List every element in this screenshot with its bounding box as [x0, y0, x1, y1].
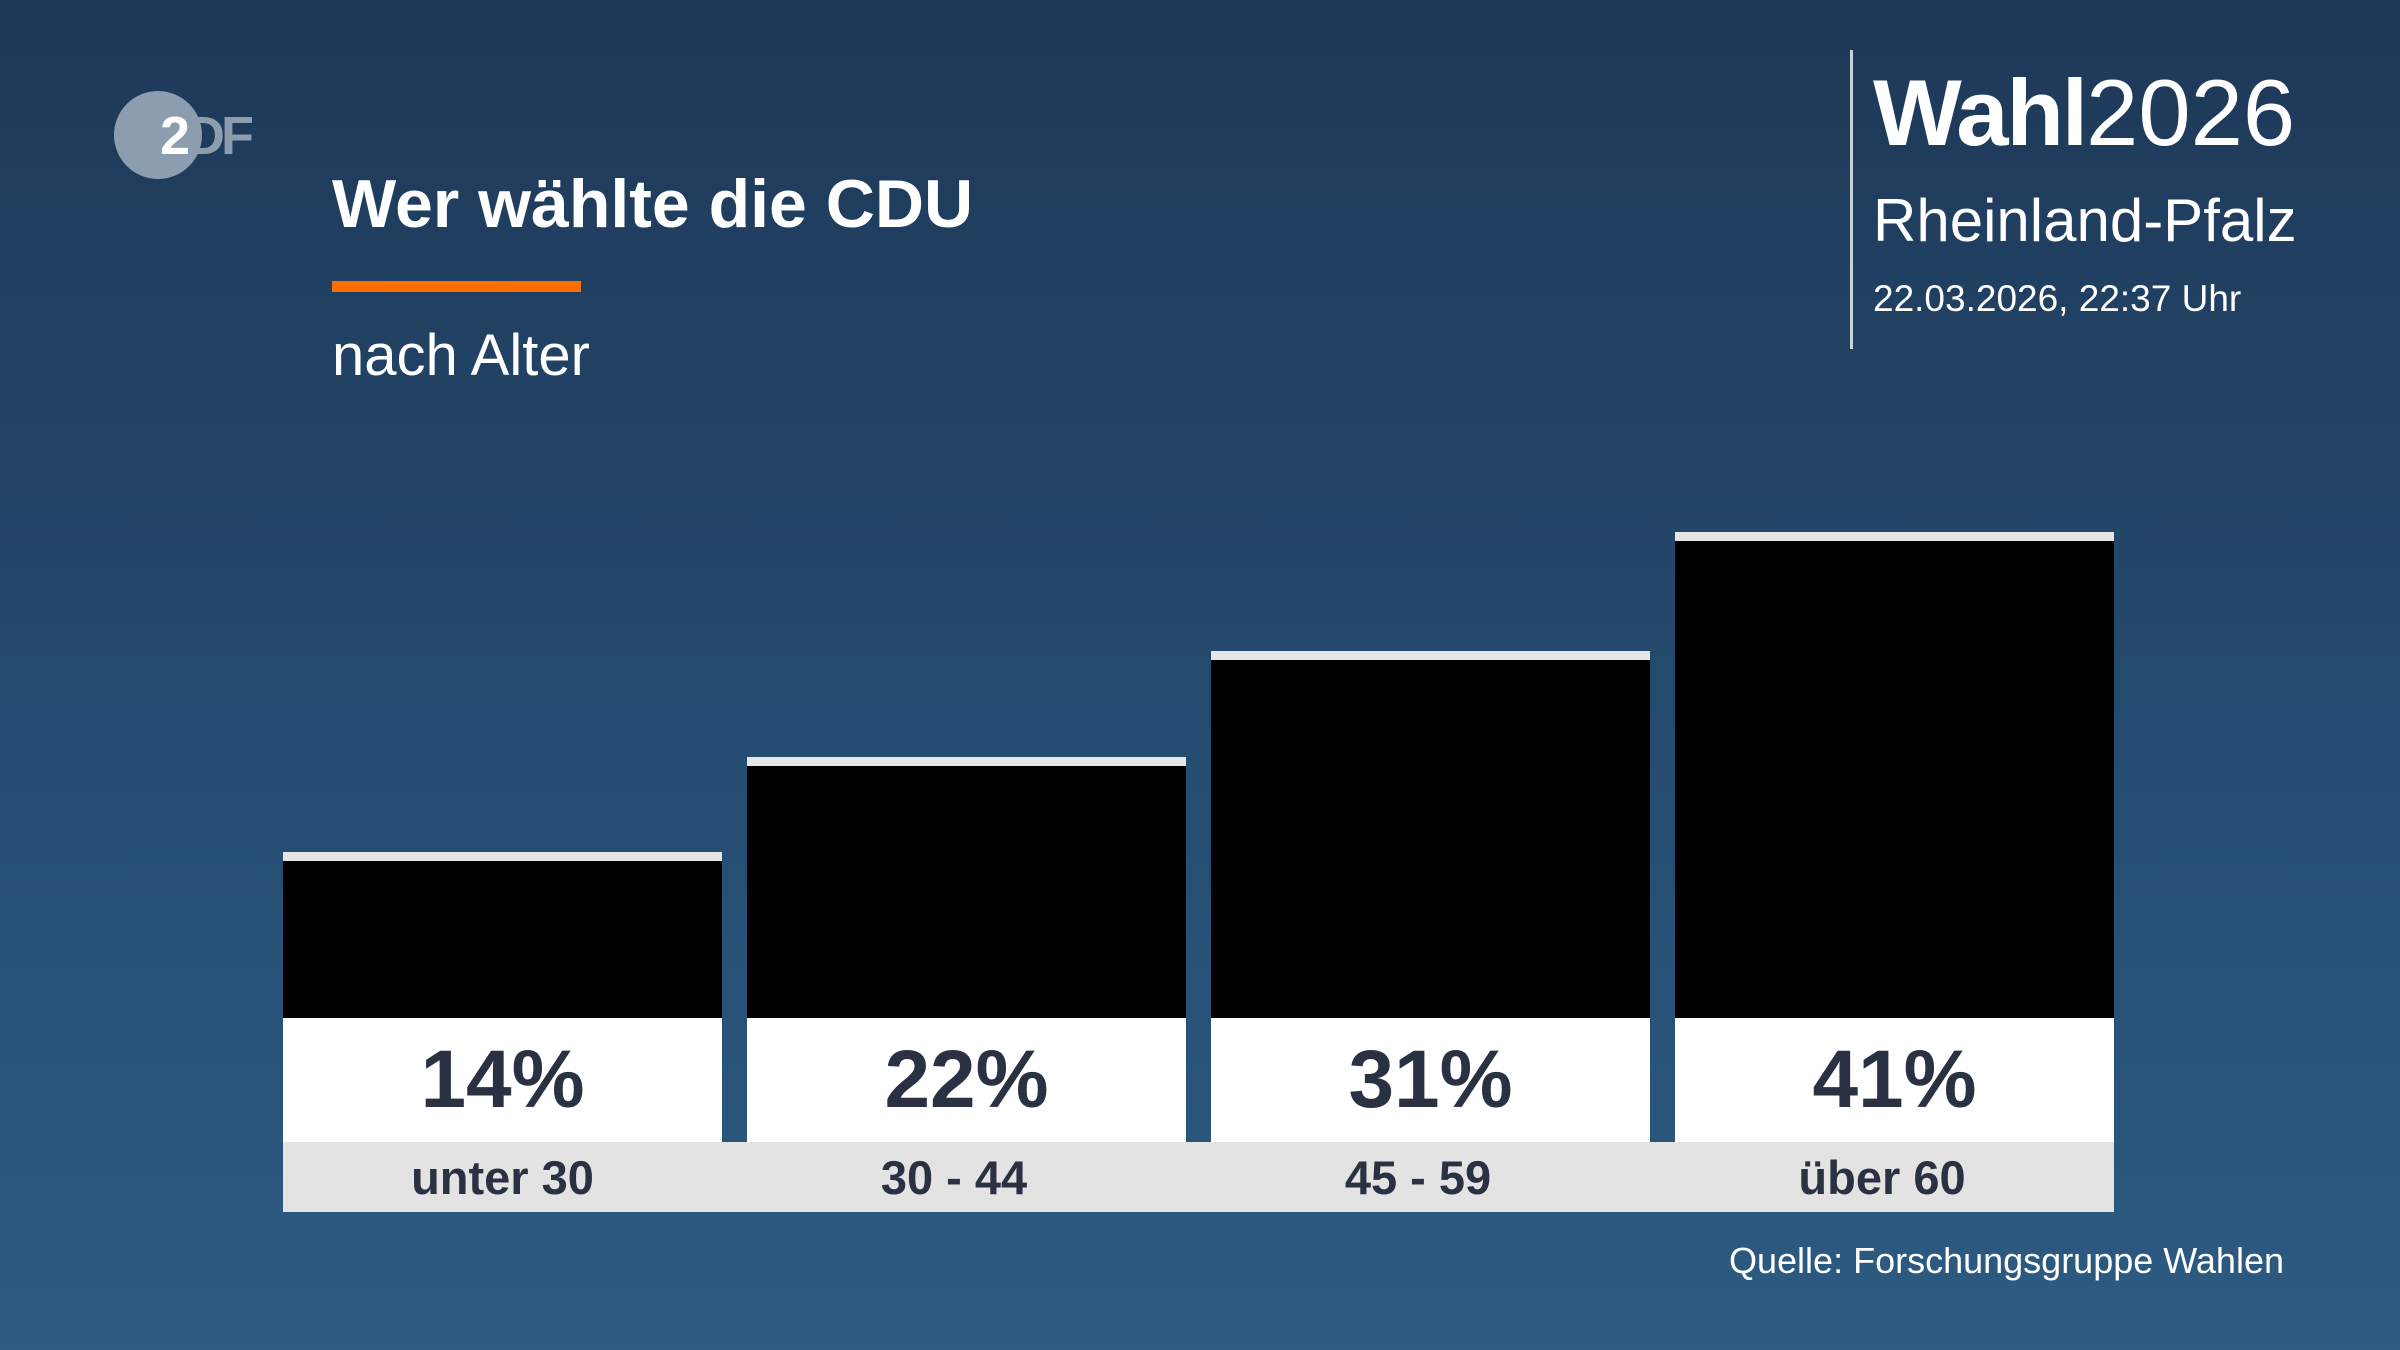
- zdf-logo: [114, 91, 202, 179]
- title-accent-bar: [332, 281, 581, 292]
- logo-text-b: DF: [186, 106, 254, 166]
- bar-value-label: 14%: [283, 1018, 722, 1142]
- logo-text-a: 2: [160, 106, 190, 166]
- brand-region: Rheinland-Pfalz: [1873, 187, 2297, 254]
- bar: [1675, 532, 2114, 1018]
- source-note: Quelle: Forschungsgruppe Wahlen: [1729, 1240, 2284, 1281]
- chart-title: Wer wählte die CDU: [332, 166, 974, 242]
- brand-title: Wahl2026: [1873, 66, 2295, 160]
- chart-subtitle: nach Alter: [332, 323, 590, 388]
- brand-year: 2026: [2086, 60, 2296, 165]
- category-label: über 60: [1650, 1142, 2114, 1212]
- bar: [1211, 650, 1650, 1018]
- bar-value-label: 31%: [1211, 1018, 1650, 1142]
- category-label: 45 - 59: [1186, 1142, 1650, 1212]
- bar: [747, 757, 1186, 1018]
- bar-value-label: 41%: [1675, 1018, 2114, 1142]
- zdf-logo-text: 2DF: [160, 105, 254, 167]
- brand-divider: [1850, 50, 1853, 349]
- bar: [283, 852, 722, 1018]
- category-label: unter 30: [283, 1142, 722, 1212]
- brand-datetime: 22.03.2026, 22:37 Uhr: [1873, 278, 2242, 319]
- bar-value-label: 22%: [747, 1018, 1186, 1142]
- category-label: 30 - 44: [722, 1142, 1186, 1212]
- brand-wahl: Wahl: [1873, 60, 2088, 165]
